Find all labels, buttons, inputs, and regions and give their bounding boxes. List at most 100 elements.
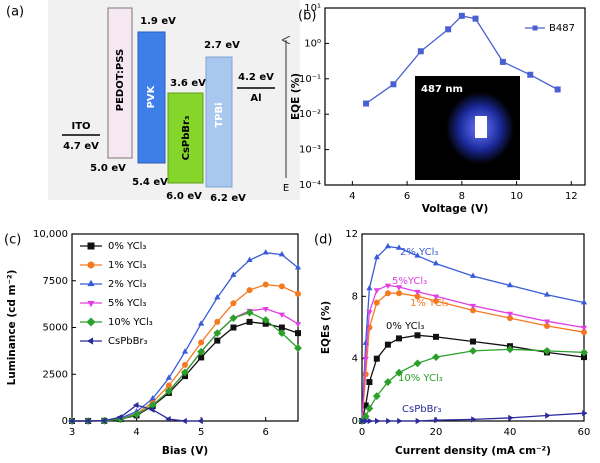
data-point xyxy=(165,416,171,423)
data-point xyxy=(230,300,237,307)
energy-axis-label: E xyxy=(283,183,289,194)
data-point xyxy=(363,100,370,107)
data-point xyxy=(417,48,424,55)
data-point xyxy=(229,314,238,323)
data-point xyxy=(580,348,588,357)
data-point xyxy=(414,293,421,300)
y-axis-label: EQE (%) xyxy=(290,73,302,120)
energy-level: 1.9 eV xyxy=(140,16,176,27)
curve-label: 5%YCl₃ xyxy=(392,276,427,287)
energy-diagram: (a) ITO 4.7 eV PEDOT:PSS 5.0 eV PVK 1.9 … xyxy=(6,0,300,204)
data-point xyxy=(198,339,205,346)
tpbi-box xyxy=(205,56,233,188)
y-tick-label: 10⁻² xyxy=(299,109,321,120)
data-point xyxy=(182,361,188,368)
panel-label: (b) xyxy=(298,9,316,24)
x-tick-label: 4 xyxy=(133,427,139,438)
energy-level: 2.7 eV xyxy=(204,40,240,51)
data-point xyxy=(245,308,254,317)
data-point xyxy=(100,417,107,424)
data-point xyxy=(433,333,439,340)
y-tick-label: 0 xyxy=(62,416,68,427)
legend-label: B487 xyxy=(549,23,575,34)
data-point xyxy=(384,283,391,289)
y-tick-label: 10,000 xyxy=(33,229,68,240)
energy-level: 4.7 eV xyxy=(63,141,99,152)
curve-label: 10% YCl₃ xyxy=(398,373,443,384)
data-point xyxy=(295,290,301,297)
legend-label: 0% YCl₃ xyxy=(108,241,146,252)
data-point xyxy=(214,318,221,325)
data-point xyxy=(278,324,285,331)
data-point xyxy=(68,417,74,425)
data-point xyxy=(373,299,380,306)
legend-label: 5% YCl₃ xyxy=(108,298,146,309)
data-point xyxy=(278,251,285,257)
data-point xyxy=(366,310,373,316)
panel-label: (a) xyxy=(6,5,24,20)
series-line xyxy=(361,334,585,422)
data-point xyxy=(582,410,588,417)
data-point xyxy=(396,290,402,297)
data-point xyxy=(375,417,381,425)
y-tick-label: 10⁻¹ xyxy=(299,74,321,85)
data-point xyxy=(499,58,506,65)
data-point xyxy=(506,281,514,288)
data-point xyxy=(414,252,421,258)
data-point xyxy=(384,242,391,249)
data-point xyxy=(580,325,588,332)
data-point xyxy=(469,272,477,278)
legend-label: 1% YCl₃ xyxy=(108,260,146,271)
series-line xyxy=(361,284,585,422)
x-tick-label: 3 xyxy=(69,427,75,438)
data-point xyxy=(543,346,551,355)
x-tick-label: 0 xyxy=(359,427,365,438)
data-point xyxy=(262,281,269,288)
data-point xyxy=(373,253,380,260)
data-point xyxy=(396,335,402,342)
data-point xyxy=(470,338,476,345)
data-point xyxy=(365,404,374,413)
data-point xyxy=(384,378,392,386)
data-point xyxy=(543,319,551,325)
data-point xyxy=(469,346,477,355)
layer-name: CsPbBr₃ xyxy=(181,116,192,161)
series-line xyxy=(72,252,299,422)
data-point xyxy=(367,417,373,425)
legend-label: 2% YCl₃ xyxy=(108,279,146,290)
data-point xyxy=(360,417,366,425)
inset-emitter xyxy=(475,116,487,138)
data-point xyxy=(544,322,550,329)
data-point xyxy=(362,356,369,363)
data-point xyxy=(469,303,477,310)
data-point xyxy=(527,71,534,78)
data-point xyxy=(164,387,173,395)
x-tick-label: 12 xyxy=(565,191,578,202)
y-axis-label: EQEs (%) xyxy=(320,301,332,354)
y-tick-label: 10¹ xyxy=(304,3,321,14)
x-tick-label: 4 xyxy=(349,191,355,202)
curve-label: 2% YCl₃ xyxy=(400,247,438,258)
data-point xyxy=(545,412,551,419)
data-point xyxy=(363,417,370,425)
energy-level: 4.2 eV xyxy=(238,72,274,83)
data-point xyxy=(508,414,514,421)
data-point xyxy=(197,347,206,356)
legend-marker xyxy=(86,337,94,345)
y-tick-label: 10⁰ xyxy=(304,38,321,49)
data-point xyxy=(390,81,397,88)
layer-name: ITO xyxy=(71,121,90,132)
layer-name: PVK xyxy=(146,84,157,108)
data-point xyxy=(181,348,189,354)
data-point xyxy=(246,256,253,262)
data-point xyxy=(213,329,222,338)
legend-marker xyxy=(87,242,95,250)
data-point xyxy=(277,329,286,338)
x-tick-label: 20 xyxy=(430,427,443,438)
data-point xyxy=(580,299,588,305)
data-point xyxy=(581,354,587,361)
cspbbr3-box xyxy=(167,92,204,184)
legend-label: CsPbBr₃ xyxy=(108,336,148,347)
data-point xyxy=(507,315,513,322)
